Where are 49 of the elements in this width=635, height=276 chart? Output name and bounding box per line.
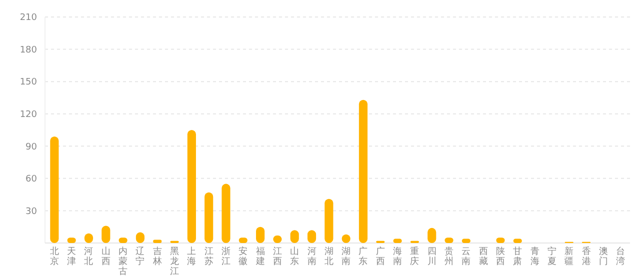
x-tick-label: 宁夏 <box>547 246 556 267</box>
x-tick-label: 福建 <box>254 246 265 267</box>
x-tick-label: 河北 <box>84 246 94 267</box>
x-tick-label: 广西 <box>376 246 385 267</box>
bar <box>513 238 522 243</box>
x-tick-label: 湖南 <box>342 246 351 267</box>
x-tick-label: 辽宁 <box>136 246 145 267</box>
x-tick-label: 台湾 <box>616 246 626 267</box>
y-tick-label: 150 <box>20 78 38 88</box>
x-tick-label: 江西 <box>272 246 282 267</box>
x-tick-label: 黑龙江 <box>170 246 180 276</box>
bar <box>204 192 214 243</box>
x-tick-label: 山西 <box>101 246 110 267</box>
x-tick-label: 香港 <box>582 246 591 267</box>
x-tick-label: 陕西 <box>496 246 505 267</box>
x-tick-label: 北京 <box>50 246 59 267</box>
x-tick-label: 海南 <box>393 246 402 267</box>
x-tick-label: 山东 <box>290 246 300 267</box>
x-tick-label: 云南 <box>462 247 471 267</box>
x-tick-label: 贵州 <box>444 246 454 267</box>
y-tick-label: 90 <box>26 142 38 152</box>
x-tick-label: 澳门 <box>598 246 608 267</box>
x-tick-label: 四川 <box>427 247 436 267</box>
bar <box>358 100 368 243</box>
x-tick-label: 重庆 <box>410 246 420 267</box>
y-tick-label: 60 <box>26 174 38 185</box>
y-tick-label: 210 <box>20 13 38 24</box>
x-tick-label: 天津 <box>67 246 76 267</box>
x-tick-label: 青海 <box>530 246 540 267</box>
bar <box>462 238 470 243</box>
x-tick-label: 湖北 <box>324 246 334 267</box>
bar <box>187 130 196 243</box>
x-tick-label: 甘肃 <box>513 246 522 267</box>
bar <box>324 198 334 243</box>
x-tick-label: 安徽 <box>238 246 248 267</box>
y-tick-label: 30 <box>26 206 38 217</box>
x-tick-label: 西藏 <box>478 247 488 267</box>
x-tick-label: 内蒙古 <box>118 246 128 276</box>
x-tick-label: 新疆 <box>564 246 574 267</box>
x-tick-label: 浙江 <box>221 246 230 267</box>
x-tick-label: 广东 <box>358 246 368 267</box>
bar <box>50 136 59 243</box>
x-tick-label: 上海 <box>187 246 196 267</box>
y-tick-label: 120 <box>20 110 38 120</box>
y-tick-label: 180 <box>20 45 38 56</box>
x-tick-label: 河南 <box>307 246 316 267</box>
x-tick-label: 江苏 <box>204 246 214 267</box>
bar <box>222 184 230 243</box>
x-tick-label: 吉林 <box>152 246 162 267</box>
